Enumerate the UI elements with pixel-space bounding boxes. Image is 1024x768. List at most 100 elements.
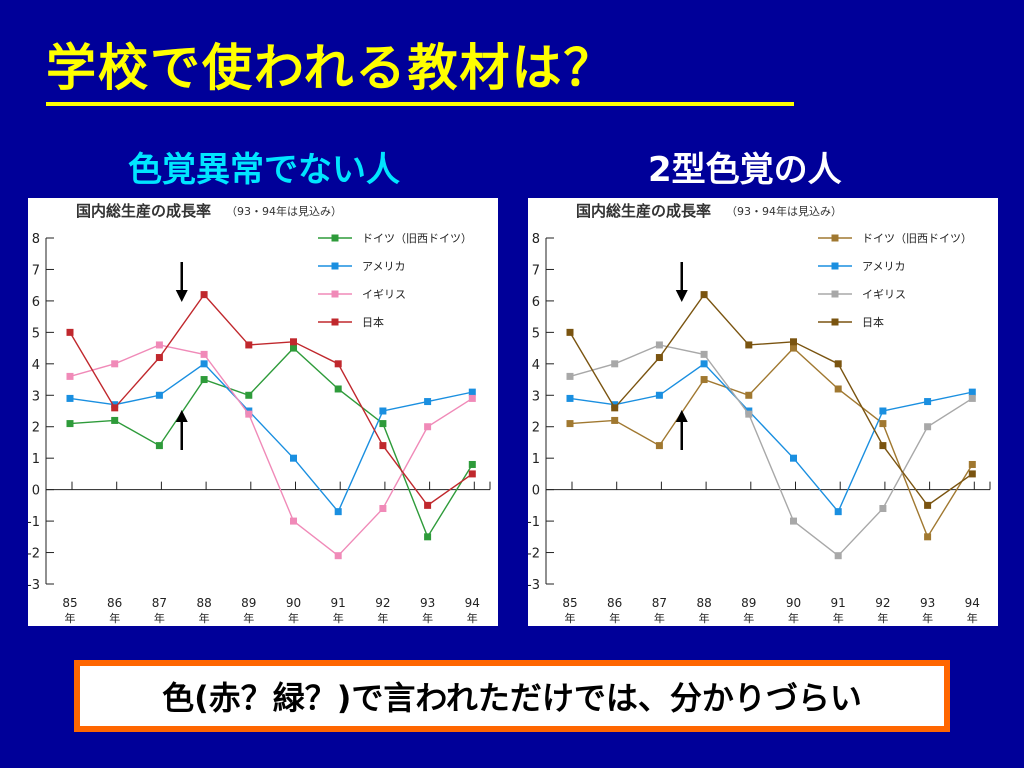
data-point — [745, 410, 753, 418]
arrow-down-icon — [175, 262, 188, 302]
data-point — [200, 291, 208, 299]
data-point — [66, 420, 74, 428]
legend-marker — [831, 318, 839, 326]
y-tick-label: 1 — [532, 452, 540, 467]
data-point — [790, 344, 797, 352]
data-point — [468, 394, 476, 402]
legend-marker — [331, 318, 339, 326]
note-box: 色(赤？緑？)で言われただけでは、分かりづらい — [74, 660, 950, 732]
data-point — [290, 338, 297, 346]
chart-deuteranope: 国内総生産の成長率 （93・94年は見込み） 8 7 6 5 4 3 2 1 0 -1 -2 -3 85 年 8… — [528, 198, 998, 626]
data-point — [200, 360, 208, 368]
data-point — [290, 454, 297, 462]
y-tick-label: 4 — [32, 358, 40, 373]
x-tick-label: 93 — [420, 596, 435, 610]
y-tick-label: 7 — [532, 263, 540, 278]
data-point — [245, 341, 253, 349]
x-tick-label: 85 — [562, 596, 577, 610]
legend-marker — [331, 234, 339, 242]
x-tick-suffix: 年 — [243, 611, 254, 625]
data-point — [924, 423, 932, 431]
data-point — [468, 470, 476, 478]
y-tick-label: 5 — [532, 326, 540, 341]
y-tick-label: -3 — [528, 578, 540, 593]
data-point — [379, 442, 387, 450]
y-tick-label: 2 — [532, 421, 540, 436]
x-tick-label: 89 — [741, 596, 756, 610]
x-tick-suffix: 年 — [109, 611, 120, 625]
data-point — [968, 388, 976, 396]
y-tick-label: -2 — [28, 547, 40, 562]
x-tick-label: 88 — [196, 596, 211, 610]
data-point — [790, 454, 797, 462]
legend-marker — [831, 234, 839, 242]
data-point — [155, 442, 163, 450]
x-tick-suffix: 年 — [199, 611, 210, 625]
chart-title: 国内総生産の成長率 — [76, 202, 211, 220]
data-point — [745, 391, 753, 399]
data-point — [334, 360, 342, 368]
x-tick-label: 85 — [62, 596, 77, 610]
y-tick-label: 0 — [32, 484, 40, 499]
gdp-growth-chart-deuteranope: 国内総生産の成長率 （93・94年は見込み）876543210-1-2-385年8… — [528, 202, 991, 625]
data-point — [834, 552, 842, 560]
x-tick-suffix: 年 — [422, 611, 433, 625]
arrow-up-icon — [675, 410, 688, 450]
data-point — [66, 394, 74, 402]
y-tick-label: 3 — [532, 389, 540, 404]
data-point — [968, 470, 976, 478]
data-point — [334, 508, 342, 516]
y-tick-label: 1 — [32, 452, 40, 467]
y-tick-label: 3 — [32, 389, 40, 404]
series-line — [69, 344, 473, 557]
data-point — [424, 501, 432, 509]
x-tick-label: 91 — [331, 596, 346, 610]
x-tick-suffix: 年 — [609, 611, 620, 625]
data-point — [468, 388, 476, 396]
data-point — [879, 505, 887, 513]
legend-marker — [831, 262, 839, 270]
data-point — [968, 394, 976, 402]
data-point — [834, 508, 842, 516]
y-tick-label: 6 — [532, 295, 540, 310]
chart-subtitle: （93・94年は見込み） — [226, 204, 342, 218]
data-point — [611, 360, 619, 368]
x-tick-label: 92 — [875, 596, 890, 610]
note-text: 色(赤？緑？)で言われただけでは、分かりづらい — [162, 679, 862, 717]
y-tick-label: 7 — [32, 263, 40, 278]
legend-marker — [831, 290, 839, 298]
data-point — [790, 517, 797, 525]
x-tick-suffix: 年 — [288, 611, 299, 625]
x-tick-label: 86 — [107, 596, 122, 610]
x-tick-label: 89 — [241, 596, 256, 610]
x-tick-suffix: 年 — [699, 611, 710, 625]
data-point — [424, 398, 432, 406]
legend-label: アメリカ — [362, 260, 405, 273]
chart-subtitle: （93・94年は見込み） — [726, 204, 842, 218]
x-tick-suffix: 年 — [565, 611, 576, 625]
legend-label: イギリス — [862, 288, 906, 301]
data-point — [379, 505, 387, 513]
y-tick-label: 4 — [532, 358, 540, 373]
data-point — [245, 391, 253, 399]
title-underline — [46, 102, 794, 106]
y-tick-label: 6 — [32, 295, 40, 310]
x-tick-suffix: 年 — [467, 611, 478, 625]
data-point — [245, 410, 253, 418]
data-point — [290, 344, 297, 352]
series-line — [569, 347, 973, 539]
y-tick-label: -3 — [28, 578, 40, 593]
legend-label: ドイツ（旧西ドイツ） — [862, 232, 972, 245]
legend-marker — [331, 262, 339, 270]
data-point — [468, 460, 476, 468]
y-tick-label: 8 — [532, 232, 540, 247]
series-line — [69, 293, 473, 507]
data-point — [111, 416, 119, 424]
y-tick-label: -1 — [528, 515, 540, 530]
chart-normal-vision: 国内総生産の成長率 （93・94年は見込み） 8 7 6 5 4 3 2 1 0 -1 -2 -3 85 年 8… — [28, 198, 498, 626]
data-point — [290, 517, 297, 525]
data-point — [924, 398, 932, 406]
data-point — [566, 372, 574, 380]
x-tick-label: 94 — [465, 596, 480, 610]
series-line — [569, 293, 973, 507]
